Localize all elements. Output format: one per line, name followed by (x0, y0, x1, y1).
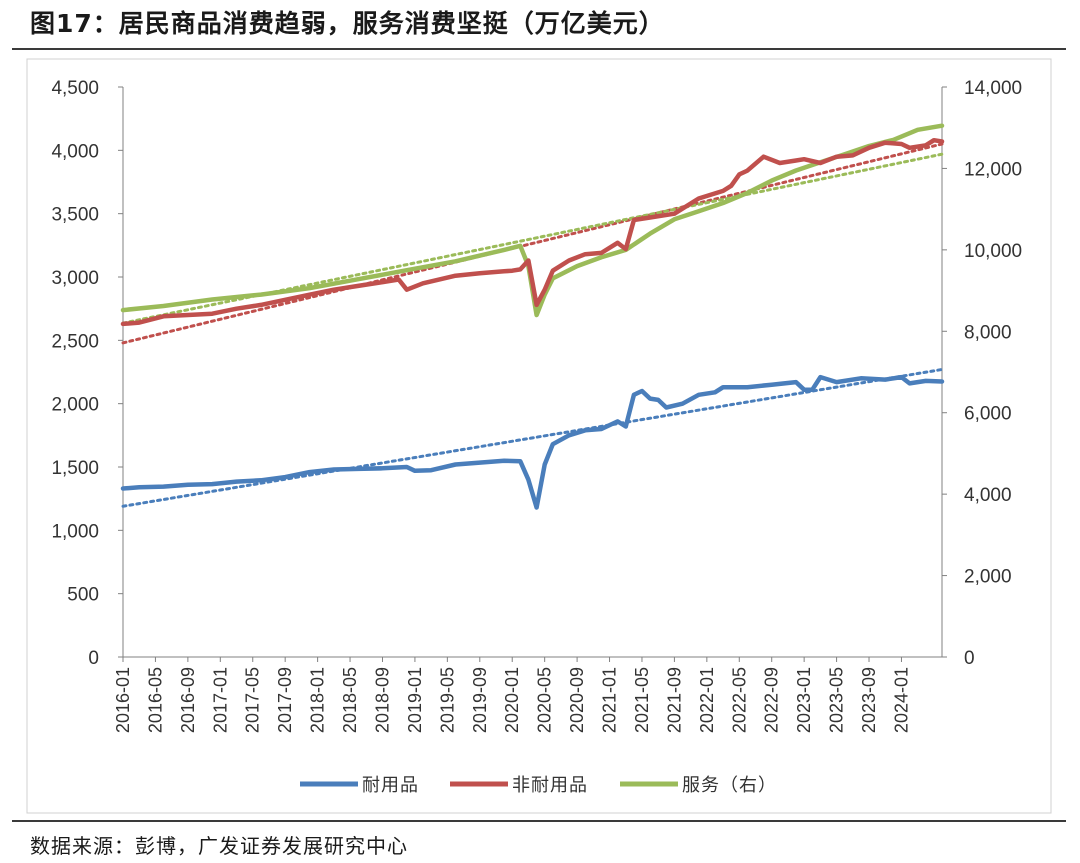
y-left-tick-label: 3,500 (51, 205, 99, 226)
y-left-tick-label: 3,000 (51, 268, 99, 289)
x-tick-label: 2018-09 (372, 667, 392, 733)
series-line (120, 137, 945, 327)
legend-label: 服务（右） (682, 775, 777, 796)
x-tick-label: 2020-05 (535, 667, 555, 733)
x-tick-label: 2023-05 (827, 667, 847, 733)
x-tick-label: 2016-09 (178, 667, 198, 733)
x-tick-label: 2018-01 (308, 667, 328, 733)
x-tick-label: 2023-09 (859, 667, 879, 733)
y-left-tick-label: 1,500 (51, 458, 99, 479)
x-tick-label: 2016-01 (113, 667, 133, 733)
top-rule (12, 48, 1066, 50)
y-right-tick-label: 12,000 (964, 159, 1022, 180)
y-left-tick-label: 2,000 (51, 395, 99, 416)
legend-label: 耐用品 (362, 775, 419, 796)
bottom-rule (12, 820, 1066, 822)
trend-line (121, 142, 944, 345)
x-tick-label: 2021-01 (600, 667, 620, 733)
x-tick-label: 2022-01 (697, 667, 717, 733)
x-tick-label: 2017-01 (210, 667, 230, 733)
x-tick-label: 2022-05 (729, 667, 749, 733)
y-right-tick-label: 4,000 (964, 485, 1012, 506)
x-tick-label: 2022-09 (762, 667, 782, 733)
x-tick-label: 2019-01 (405, 667, 425, 733)
plot-area: 0 500 1,000 1,500 2,000 2,500 3,000 3,500 4,000 4… (51, 78, 1022, 796)
x-tick-label: 2016-05 (145, 667, 165, 733)
trend-line (121, 367, 944, 508)
y-right-tick-label: 0 (964, 648, 975, 669)
x-tick-label: 2017-09 (275, 667, 295, 733)
y-left-tick-label: 500 (67, 585, 99, 606)
y-right-tick-label: 6,000 (964, 404, 1012, 425)
chart-border (26, 58, 1052, 814)
series-line (120, 374, 945, 510)
x-tick-label: 2020-09 (567, 667, 587, 733)
y-right-tick-label: 14,000 (964, 78, 1022, 99)
y-left-tick-label: 0 (88, 648, 99, 669)
x-tick-label: 2023-01 (794, 667, 814, 733)
x-tick-label: 2021-05 (632, 667, 652, 733)
x-tick-label: 2019-09 (470, 667, 490, 733)
x-tick-label: 2018-05 (340, 667, 360, 733)
y-left-tick-label: 1,000 (51, 521, 99, 542)
source-note: 数据来源：彭博，广发证券发展研究中心 (30, 834, 408, 858)
x-tick-label: 2024-01 (891, 667, 911, 733)
y-right-tick-label: 8,000 (964, 322, 1012, 343)
legend-label: 非耐用品 (512, 775, 588, 796)
y-right-tick-label: 10,000 (964, 241, 1022, 262)
y-left-tick-label: 4,000 (51, 141, 99, 162)
x-tick-label: 2017-05 (243, 667, 263, 733)
figure-title: 图17：居民商品消费趋弱，服务消费坚挺（万亿美元） (30, 9, 665, 38)
x-tick-label: 2020-01 (502, 667, 522, 733)
y-left-tick-label: 4,500 (51, 78, 99, 99)
y-right-tick-label: 2,000 (964, 567, 1012, 588)
x-tick-label: 2021-09 (664, 667, 684, 733)
x-tick-label: 2019-05 (437, 667, 457, 733)
y-left-tick-label: 2,500 (51, 331, 99, 352)
